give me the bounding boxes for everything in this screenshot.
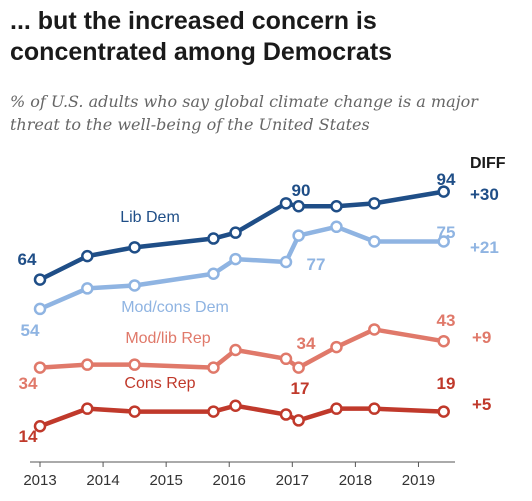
- data-point-lib-dem-2: [128, 241, 141, 254]
- data-point-mod-cons-dem-1: [81, 282, 94, 295]
- series-lib-dem: Lib Dem 64 90 94 +30: [18, 170, 499, 286]
- data-point-lib-dem-3: [207, 232, 220, 245]
- diff-value-mod-lib-rep: +9: [472, 328, 491, 347]
- series-name-cons-rep: Cons Rep: [124, 375, 195, 392]
- data-point-mod-lib-rep-3: [207, 361, 220, 374]
- chart-title: ... but the increased concern is concent…: [10, 7, 393, 66]
- data-point-mod-lib-rep-0: [33, 361, 47, 374]
- data-point-mod-cons-dem-4: [229, 252, 242, 266]
- data-point-mod-lib-rep-5: [279, 352, 293, 366]
- data-point-lib-dem-4: [229, 226, 242, 239]
- diff-header: DIFF: [470, 155, 506, 172]
- chart-subtitle: % of U.S. adults who say global climate …: [10, 92, 478, 134]
- data-point-mod-lib-rep-7: [330, 340, 343, 354]
- mid-value-label-mod-lib-rep: 34: [297, 334, 316, 353]
- data-point-lib-dem-8: [368, 197, 381, 210]
- start-value-label-mod-lib-rep: 34: [19, 374, 38, 393]
- data-point-mod-cons-dem-6: [292, 229, 305, 242]
- start-value-label-lib-dem: 64: [18, 250, 37, 269]
- data-point-cons-rep-1: [81, 402, 94, 415]
- series-line-cons-rep: [37, 403, 446, 429]
- x-tick-label-2013: 2013: [23, 472, 56, 489]
- data-point-mod-cons-dem-9: [437, 235, 450, 248]
- series-name-mod-cons-dem: Mod/cons Dem: [121, 299, 229, 316]
- series-line-lib-dem: [37, 189, 446, 282]
- series-line-mod-cons-dem: [37, 224, 446, 312]
- data-point-lib-dem-5: [279, 197, 293, 210]
- diff-value-mod-cons-dem: +21: [470, 238, 499, 257]
- x-tick-label-2014: 2014: [86, 472, 119, 489]
- mid-value-label-lib-dem: 90: [292, 181, 311, 200]
- data-point-cons-rep-6: [292, 414, 305, 427]
- data-point-lib-dem-0: [33, 273, 47, 286]
- data-point-lib-dem-7: [330, 200, 343, 213]
- data-point-lib-dem-1: [81, 249, 94, 263]
- data-point-mod-cons-dem-0: [33, 302, 47, 316]
- series-mod-cons-dem: Mod/cons Dem 54 77 75 +21: [21, 220, 499, 340]
- x-tick-label-2017: 2017: [276, 472, 309, 489]
- data-point-cons-rep-3: [207, 405, 220, 418]
- data-point-mod-lib-rep-6: [292, 361, 305, 374]
- data-point-mod-cons-dem-2: [128, 279, 141, 292]
- mid-value-label-cons-rep: 17: [291, 379, 310, 398]
- x-tick-label-2018: 2018: [339, 472, 372, 489]
- series-line-mod-lib-rep: [37, 327, 446, 370]
- x-tick-label-2019: 2019: [402, 472, 435, 489]
- data-point-mod-lib-rep-1: [81, 358, 94, 371]
- end-value-label-mod-lib-rep: 43: [437, 311, 456, 330]
- data-point-mod-lib-rep-2: [128, 358, 141, 371]
- data-point-cons-rep-8: [368, 402, 381, 415]
- diff-value-lib-dem: +30: [470, 185, 499, 204]
- data-point-cons-rep-4: [229, 399, 242, 412]
- data-point-lib-dem-6: [292, 200, 305, 213]
- data-point-cons-rep-7: [330, 402, 343, 415]
- end-value-label-cons-rep: 19: [437, 374, 456, 393]
- x-axis-ticks: 2013 2014 2015 2016 2017 2018 2019: [23, 462, 435, 489]
- start-value-label-mod-cons-dem: 54: [21, 321, 40, 340]
- end-value-label-lib-dem: 94: [437, 170, 456, 189]
- diff-value-cons-rep: +5: [472, 395, 491, 414]
- series-cons-rep: Cons Rep 14 17 19 +5: [19, 374, 492, 446]
- series-name-lib-dem: Lib Dem: [120, 209, 180, 226]
- mid-value-label-mod-cons-dem: 77: [307, 255, 326, 274]
- start-value-label-cons-rep: 14: [19, 427, 38, 446]
- data-point-mod-cons-dem-3: [207, 267, 220, 280]
- data-point-lib-dem-9: [437, 185, 450, 198]
- data-point-mod-lib-rep-8: [368, 323, 381, 336]
- data-point-mod-lib-rep-9: [437, 334, 450, 348]
- data-point-cons-rep-5: [279, 408, 293, 421]
- data-point-cons-rep-2: [128, 405, 141, 418]
- data-point-cons-rep-0: [33, 420, 47, 433]
- data-point-mod-cons-dem-8: [368, 235, 381, 248]
- x-tick-label-2015: 2015: [149, 472, 182, 489]
- data-point-mod-cons-dem-7: [330, 220, 343, 234]
- series-name-mod-lib-rep: Mod/lib Rep: [125, 330, 210, 347]
- data-point-mod-lib-rep-4: [229, 343, 242, 357]
- x-tick-label-2016: 2016: [213, 472, 246, 489]
- end-value-label-mod-cons-dem: 75: [437, 223, 456, 242]
- data-point-mod-cons-dem-5: [279, 255, 293, 269]
- series-mod-lib-rep: Mod/lib Rep 34 34 43 +9: [19, 311, 492, 393]
- data-point-cons-rep-9: [437, 405, 450, 418]
